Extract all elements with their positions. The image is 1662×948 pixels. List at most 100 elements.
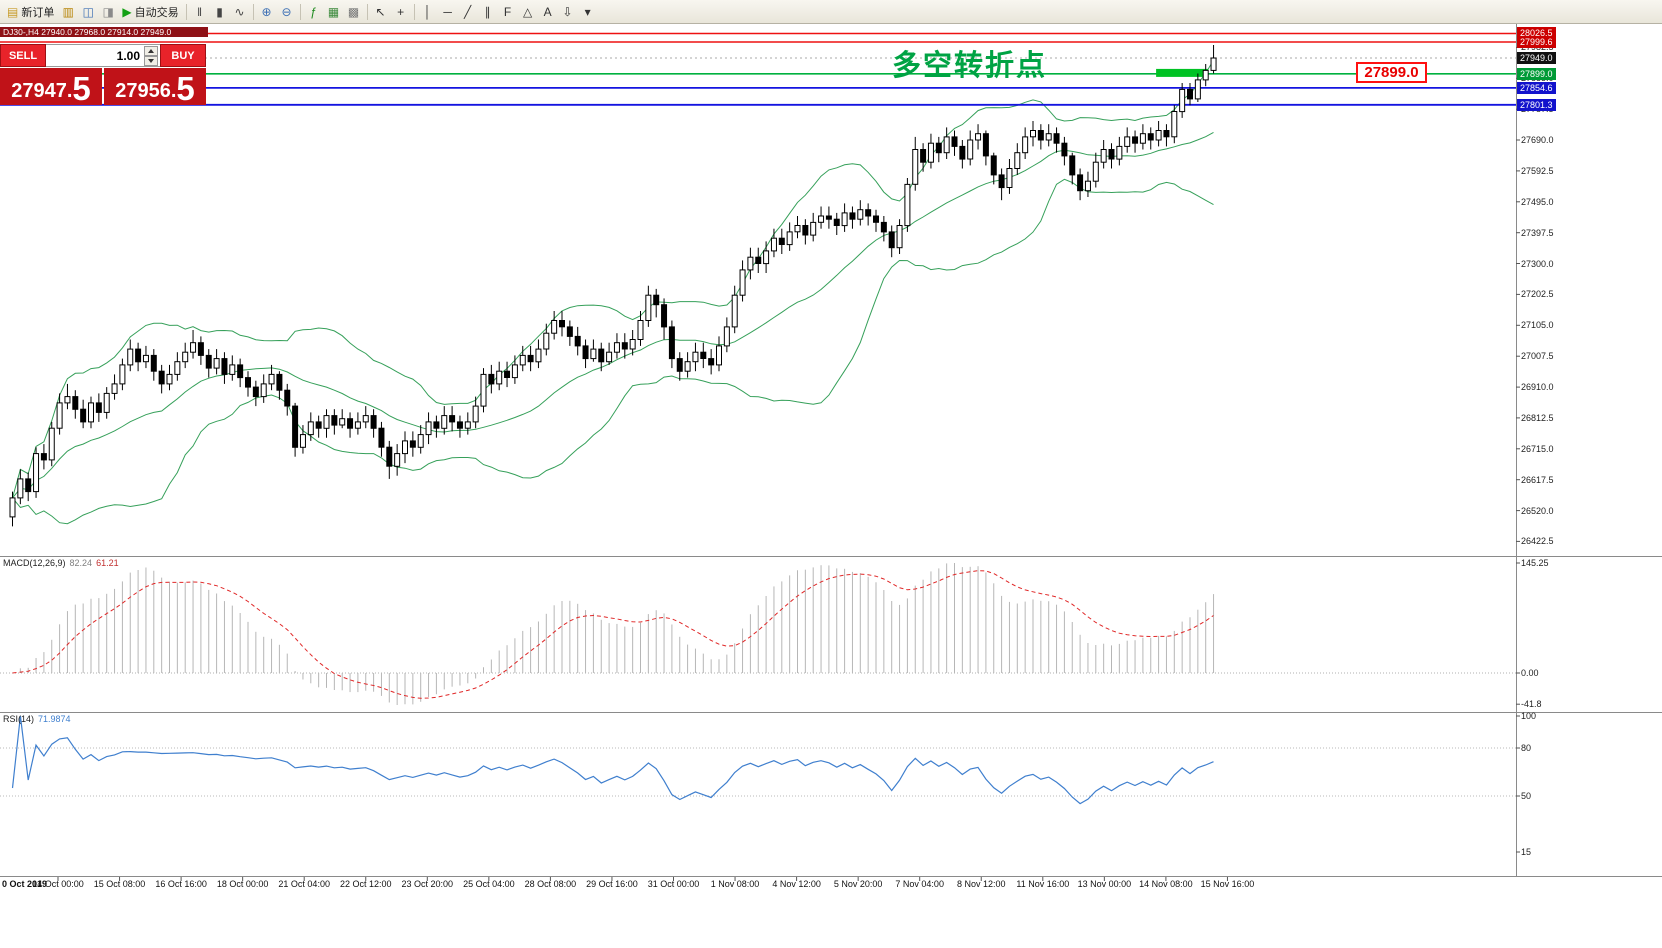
zoom-in-icon[interactable]: ⊕ [257,2,277,22]
price-tag-label[interactable]: 27899.0 [1356,62,1427,83]
fibonacci-icon[interactable]: F [498,2,518,22]
cursor-icon-glyph: ↖ [375,4,386,19]
templates-icon[interactable]: ▩ [344,2,364,22]
volume-value: 1.00 [116,48,140,63]
bar-chart-icon-glyph: ‖ [197,4,203,19]
zoom-out-icon[interactable]: ⊖ [277,2,297,22]
rsi-panel-label: RSI(14) 71.9874 [3,714,71,724]
candlestick-chart-icon[interactable]: ▮ [210,2,230,22]
bid-price-display[interactable]: 27947. 5 [0,68,102,105]
candlestick-series [9,45,1217,527]
buy-button[interactable]: BUY [160,44,206,67]
macd-panel-label: MACD(12,26,9) 82.24 61.21 [3,558,119,568]
time-axis-label: 22 Oct 12:00 [339,879,392,889]
vertical-line-icon-glyph: │ [423,4,432,19]
ask-price-big-digit: 5 [176,69,195,107]
rsi-axis-tick: 80 [1521,743,1532,753]
auto-trading-button-label: 自动交易 [134,6,179,19]
line-chart-icon[interactable]: ∿ [230,2,250,22]
crosshair-icon-glyph: + [397,4,405,19]
cursor-icon[interactable]: ↖ [371,2,391,22]
bid-price-main: 27947. [11,80,73,102]
time-axis-label: 11 Nov 16:00 [1016,879,1070,889]
arrows-icon[interactable]: ⇩ [558,2,578,22]
volume-input[interactable]: 1.00 [46,44,160,67]
time-axis-label: 13 Nov 00:00 [1077,879,1132,889]
ask-price-display[interactable]: 27956. 5 [104,68,206,105]
shapes-icon[interactable]: △ [518,2,538,22]
symbol-ohlc-text: DJ30-,H4 27940.0 27968.0 27914.0 27949.0 [3,27,172,37]
objects-dropdown-icon-glyph: ▾ [584,4,591,19]
price-axis-tick: 27690.0 [1521,135,1554,146]
ask-price-main: 27956. [115,80,177,102]
price-axis-tick: 27495.0 [1521,196,1554,207]
time-axis-label: 8 Nov 12:00 [956,879,1006,889]
charts-grid-icon[interactable]: ▥ [58,2,78,22]
bollinger-middle-band [12,131,1214,499]
text-icon[interactable]: A [538,2,558,22]
chart-annotation-text: 多空转折点 [892,50,1048,82]
channel-icon-glyph: ∥ [484,4,491,19]
crosshair-icon[interactable]: + [391,2,411,22]
objects-dropdown-icon[interactable]: ▾ [578,2,598,22]
price-axis-tick: 26812.5 [1521,412,1554,423]
bid-price-big-digit: 5 [72,69,91,107]
fibonacci-icon-glyph: F [503,4,512,19]
zoom-in-icon-glyph: ⊕ [261,4,272,19]
time-axis-label: 15 Nov 16:00 [1200,879,1255,889]
indicators-icon-glyph: ƒ [310,4,317,19]
time-axis-label: 16 Oct 16:00 [155,879,207,889]
alerts-icon[interactable]: ◨ [98,2,118,22]
auto-trading-glyph: ▶ [122,4,132,19]
price-axis-tick: 26520.0 [1521,505,1554,516]
volume-up-button[interactable] [144,45,158,56]
channel-icon[interactable]: ∥ [478,2,498,22]
volume-spinner [144,45,158,66]
macd-axis-tick: -41.8 [1521,699,1542,710]
spinner-down-icon [148,58,154,63]
new-order-button[interactable]: ▤ 新订单 [3,2,58,22]
horizontal-line-icon[interactable]: ─ [438,2,458,22]
time-axis-label: 29 Oct 16:00 [586,879,638,889]
auto-trading-button[interactable]: ▶ 自动交易 [118,2,182,22]
rsi-value: 71.9874 [38,714,71,724]
tile-windows-icon[interactable]: ▦ [324,2,344,22]
vertical-line-icon[interactable]: │ [418,2,438,22]
time-axis-label: 14 Oct 00:00 [32,879,84,889]
spinner-up-icon [148,48,154,53]
macd-signal-value: 61.21 [96,558,119,568]
market-watch-icon[interactable]: ◫ [78,2,98,22]
rsi-axis-tick: 100 [1521,711,1537,721]
trendline-icon[interactable]: ╱ [458,2,478,22]
volume-down-button[interactable] [144,55,158,66]
tile-windows-icon-glyph: ▦ [327,4,340,19]
time-axis-label: 15 Oct 08:00 [93,879,146,889]
price-axis-tick: 26422.5 [1521,536,1554,547]
time-axis-label: 28 Oct 08:00 [524,879,577,889]
bar-chart-icon[interactable]: ‖ [190,2,210,22]
macd-signal-line [12,570,1214,699]
price-line-axis-label: 27999.6 [1517,35,1556,48]
time-axis-label: 23 Oct 20:00 [401,879,454,889]
bollinger-upper-band [12,60,1214,499]
time-axis-label: 1 Nov 08:00 [710,879,760,889]
price-axis-tick: 27592.5 [1521,165,1554,176]
time-axis-label: 21 Oct 04:00 [278,879,330,889]
new-order-button-label: 新订单 [21,6,55,19]
price-axis-tick: 27202.5 [1521,289,1554,300]
indicators-icon[interactable]: ƒ [304,2,324,22]
macd-axis-tick: 145.25 [1521,558,1549,568]
rsi-line [11,715,1214,805]
bollinger-bands [12,60,1214,525]
bollinger-lower-band [12,178,1214,525]
trend-highlight-bar[interactable] [1156,68,1209,77]
price-axis-tick: 27300.0 [1521,258,1554,269]
time-axis-label: 7 Nov 04:00 [895,879,944,889]
macd-name: MACD(12,26,9) [3,558,66,568]
rsi-axis-tick: 15 [1521,847,1532,857]
price-axis-tick: 27105.0 [1521,320,1554,331]
sell-button[interactable]: SELL [0,44,46,67]
time-axis-label: 4 Nov 12:00 [772,879,821,889]
price-axis-tick: 26910.0 [1521,382,1554,393]
